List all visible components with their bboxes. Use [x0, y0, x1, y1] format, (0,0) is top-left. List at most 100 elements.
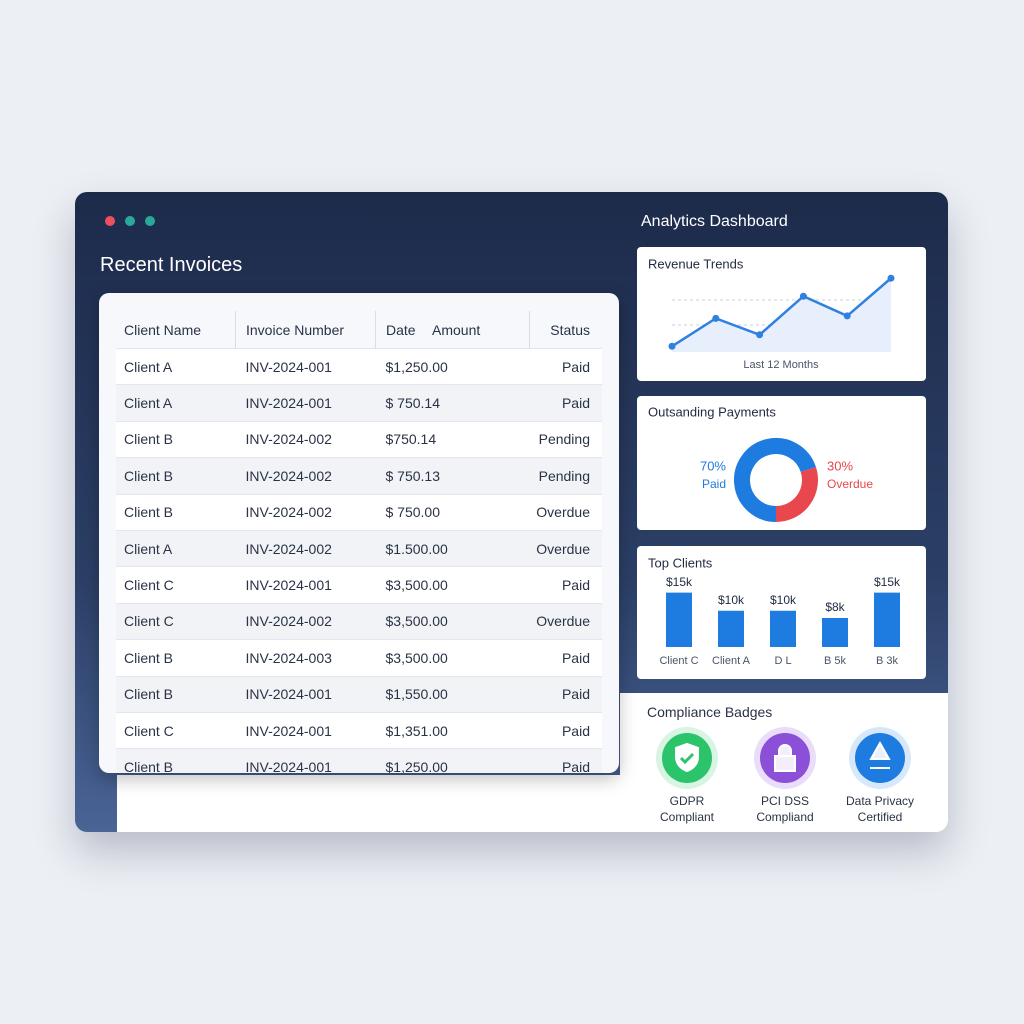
point: [887, 274, 895, 282]
table-cell: Paid: [529, 384, 602, 422]
table-cell: Client C: [116, 711, 236, 749]
table-row: Client B INV-2024-002 $ 750.00 Overdue: [116, 493, 602, 531]
category-label: Paid: [702, 477, 726, 491]
table-cell: $ 750.00: [375, 493, 530, 531]
table-row: Client C INV-2024-001 $1,351.00 Paid: [116, 711, 602, 749]
badge-icon-svg: [656, 727, 718, 789]
table-cell: Overdue: [529, 529, 602, 567]
table-cell: Client A: [116, 347, 236, 385]
revenue-card: Revenue Trends Last 12 Months: [637, 247, 926, 381]
chart-caption: Last 12 Months: [743, 359, 819, 371]
bar: [874, 592, 900, 647]
value-label: $10k: [770, 593, 797, 607]
table-cell: $1.500.00: [375, 529, 530, 567]
table-cell: $3,500.00: [375, 639, 530, 677]
header-cell: Status: [550, 321, 590, 338]
payments-card: Outsanding Payments 70% Paid 30% Overdue: [637, 396, 926, 530]
badge-line: Certified: [857, 810, 903, 824]
badge-line: Data Privacy: [845, 794, 915, 808]
table-cell: INV-2024-002: [235, 602, 376, 640]
table-row: Client B INV-2024-002 $ 750.13 Pending: [116, 457, 602, 495]
table-cell: INV-2024-001: [235, 566, 376, 604]
area: [672, 278, 891, 352]
table-cell: Paid: [529, 347, 602, 385]
table-cell: $1,250.00: [375, 347, 530, 385]
badge-icon: [753, 726, 817, 790]
badge-label: Data Privacy Certified: [830, 793, 930, 825]
x-tick-label: Client C: [659, 655, 698, 667]
bar: [666, 592, 692, 647]
table-cell: INV-2024-002: [235, 529, 376, 567]
compliance-title: Compliance Badges: [647, 704, 773, 720]
table-cell: Paid: [529, 748, 602, 773]
table-row: Client B INV-2024-001 $1,250.00 Paid: [116, 748, 602, 773]
point: [712, 314, 720, 322]
table-cell: Client B: [116, 639, 236, 677]
badge-icon-svg: [754, 727, 816, 789]
table-cell: Paid: [529, 711, 602, 749]
value-label: $15k: [874, 575, 901, 589]
table-cell: $ 750.14: [375, 384, 530, 422]
table-cell: INV-2024-001: [235, 711, 376, 749]
value-label: $15k: [666, 575, 693, 589]
table-cell: Overdue: [529, 493, 602, 531]
table-cell: INV-2024-002: [235, 493, 376, 531]
x-tick-label: Client A: [712, 655, 751, 667]
chart-title: Outsanding Payments: [648, 404, 776, 419]
x-tick-label: D L: [774, 655, 791, 667]
table-cell: INV-2024-001: [235, 384, 376, 422]
invoice-table: Client Name Invoice Number Date Amount S…: [116, 311, 602, 773]
section-title: Recent Invoices: [100, 254, 243, 276]
badge-icon-svg: [849, 727, 911, 789]
table-cell: $1,250.00: [375, 748, 530, 773]
table-cell: $3,500.00: [375, 602, 530, 640]
header-cell: Client Name: [116, 311, 236, 349]
chart-title: Revenue Trends: [648, 256, 744, 271]
header-cell: Amount: [431, 311, 530, 349]
badge-label: PCI DSS Compliand: [735, 793, 835, 825]
table-cell: $1,550.00: [375, 675, 530, 713]
table-cell: INV-2024-002: [235, 420, 376, 458]
window-dot: [125, 216, 135, 226]
badge-icon: [655, 726, 719, 790]
clients-card: Top Clients $15k Client C $10k Client A $10k D…: [637, 546, 926, 679]
bar: [718, 610, 744, 647]
table-cell: Client C: [116, 602, 236, 640]
table-row: Client B INV-2024-003 $3,500.00 Paid: [116, 639, 602, 677]
x-tick-label: B 3k: [876, 655, 899, 667]
table-cell: Paid: [529, 566, 602, 604]
table-row: Client B INV-2024-002 $750.14 Pending: [116, 420, 602, 458]
table-cell: $1,351.00: [375, 711, 530, 749]
table-cell: Overdue: [529, 602, 602, 640]
chart-title: Top Clients: [648, 555, 713, 570]
donut-slice: [734, 438, 816, 522]
header-row: Client Name Invoice Number Date Amount S…: [116, 311, 602, 349]
badge-line: Compliand: [756, 810, 814, 824]
table-cell: Paid: [529, 675, 602, 713]
table-cell: Pending: [529, 457, 602, 495]
window-dot: [145, 216, 155, 226]
window-dot: [105, 216, 115, 226]
table-row: Client C INV-2024-001 $3,500.00 Paid: [116, 566, 602, 604]
table-cell: INV-2024-002: [235, 457, 376, 495]
table-cell: INV-2024-001: [235, 347, 376, 385]
value-label: $10k: [718, 593, 745, 607]
table-row: Client C INV-2024-002 $3,500.00 Overdue: [116, 602, 602, 640]
table-cell: $ 750.13: [375, 457, 530, 495]
badge-line: Compliant: [659, 810, 715, 824]
table-row: Client A INV-2024-001 $ 750.14 Paid: [116, 384, 602, 422]
line-chart: Revenue Trends Last 12 Months: [648, 256, 895, 371]
table-cell: Client B: [116, 420, 236, 458]
table-cell: Client C: [116, 566, 236, 604]
header-cell: Invoice Number: [235, 311, 376, 349]
table-row: Client A INV-2024-002 $1.500.00 Overdue: [116, 529, 602, 567]
donut-chart: Outsanding Payments 70% Paid 30% Overdue: [648, 404, 873, 522]
table-row: Client A INV-2024-001 $1,250.00 Paid: [116, 347, 602, 385]
bar-chart: Top Clients $15k Client C $10k Client A $10k D…: [648, 555, 901, 667]
bar: [770, 610, 796, 647]
table-row: Client B INV-2024-001 $1,550.00 Paid: [116, 675, 602, 713]
badge-label: GDPR Compliant: [637, 793, 737, 825]
table-cell: Pending: [529, 420, 602, 458]
table-cell: Client B: [116, 675, 236, 713]
